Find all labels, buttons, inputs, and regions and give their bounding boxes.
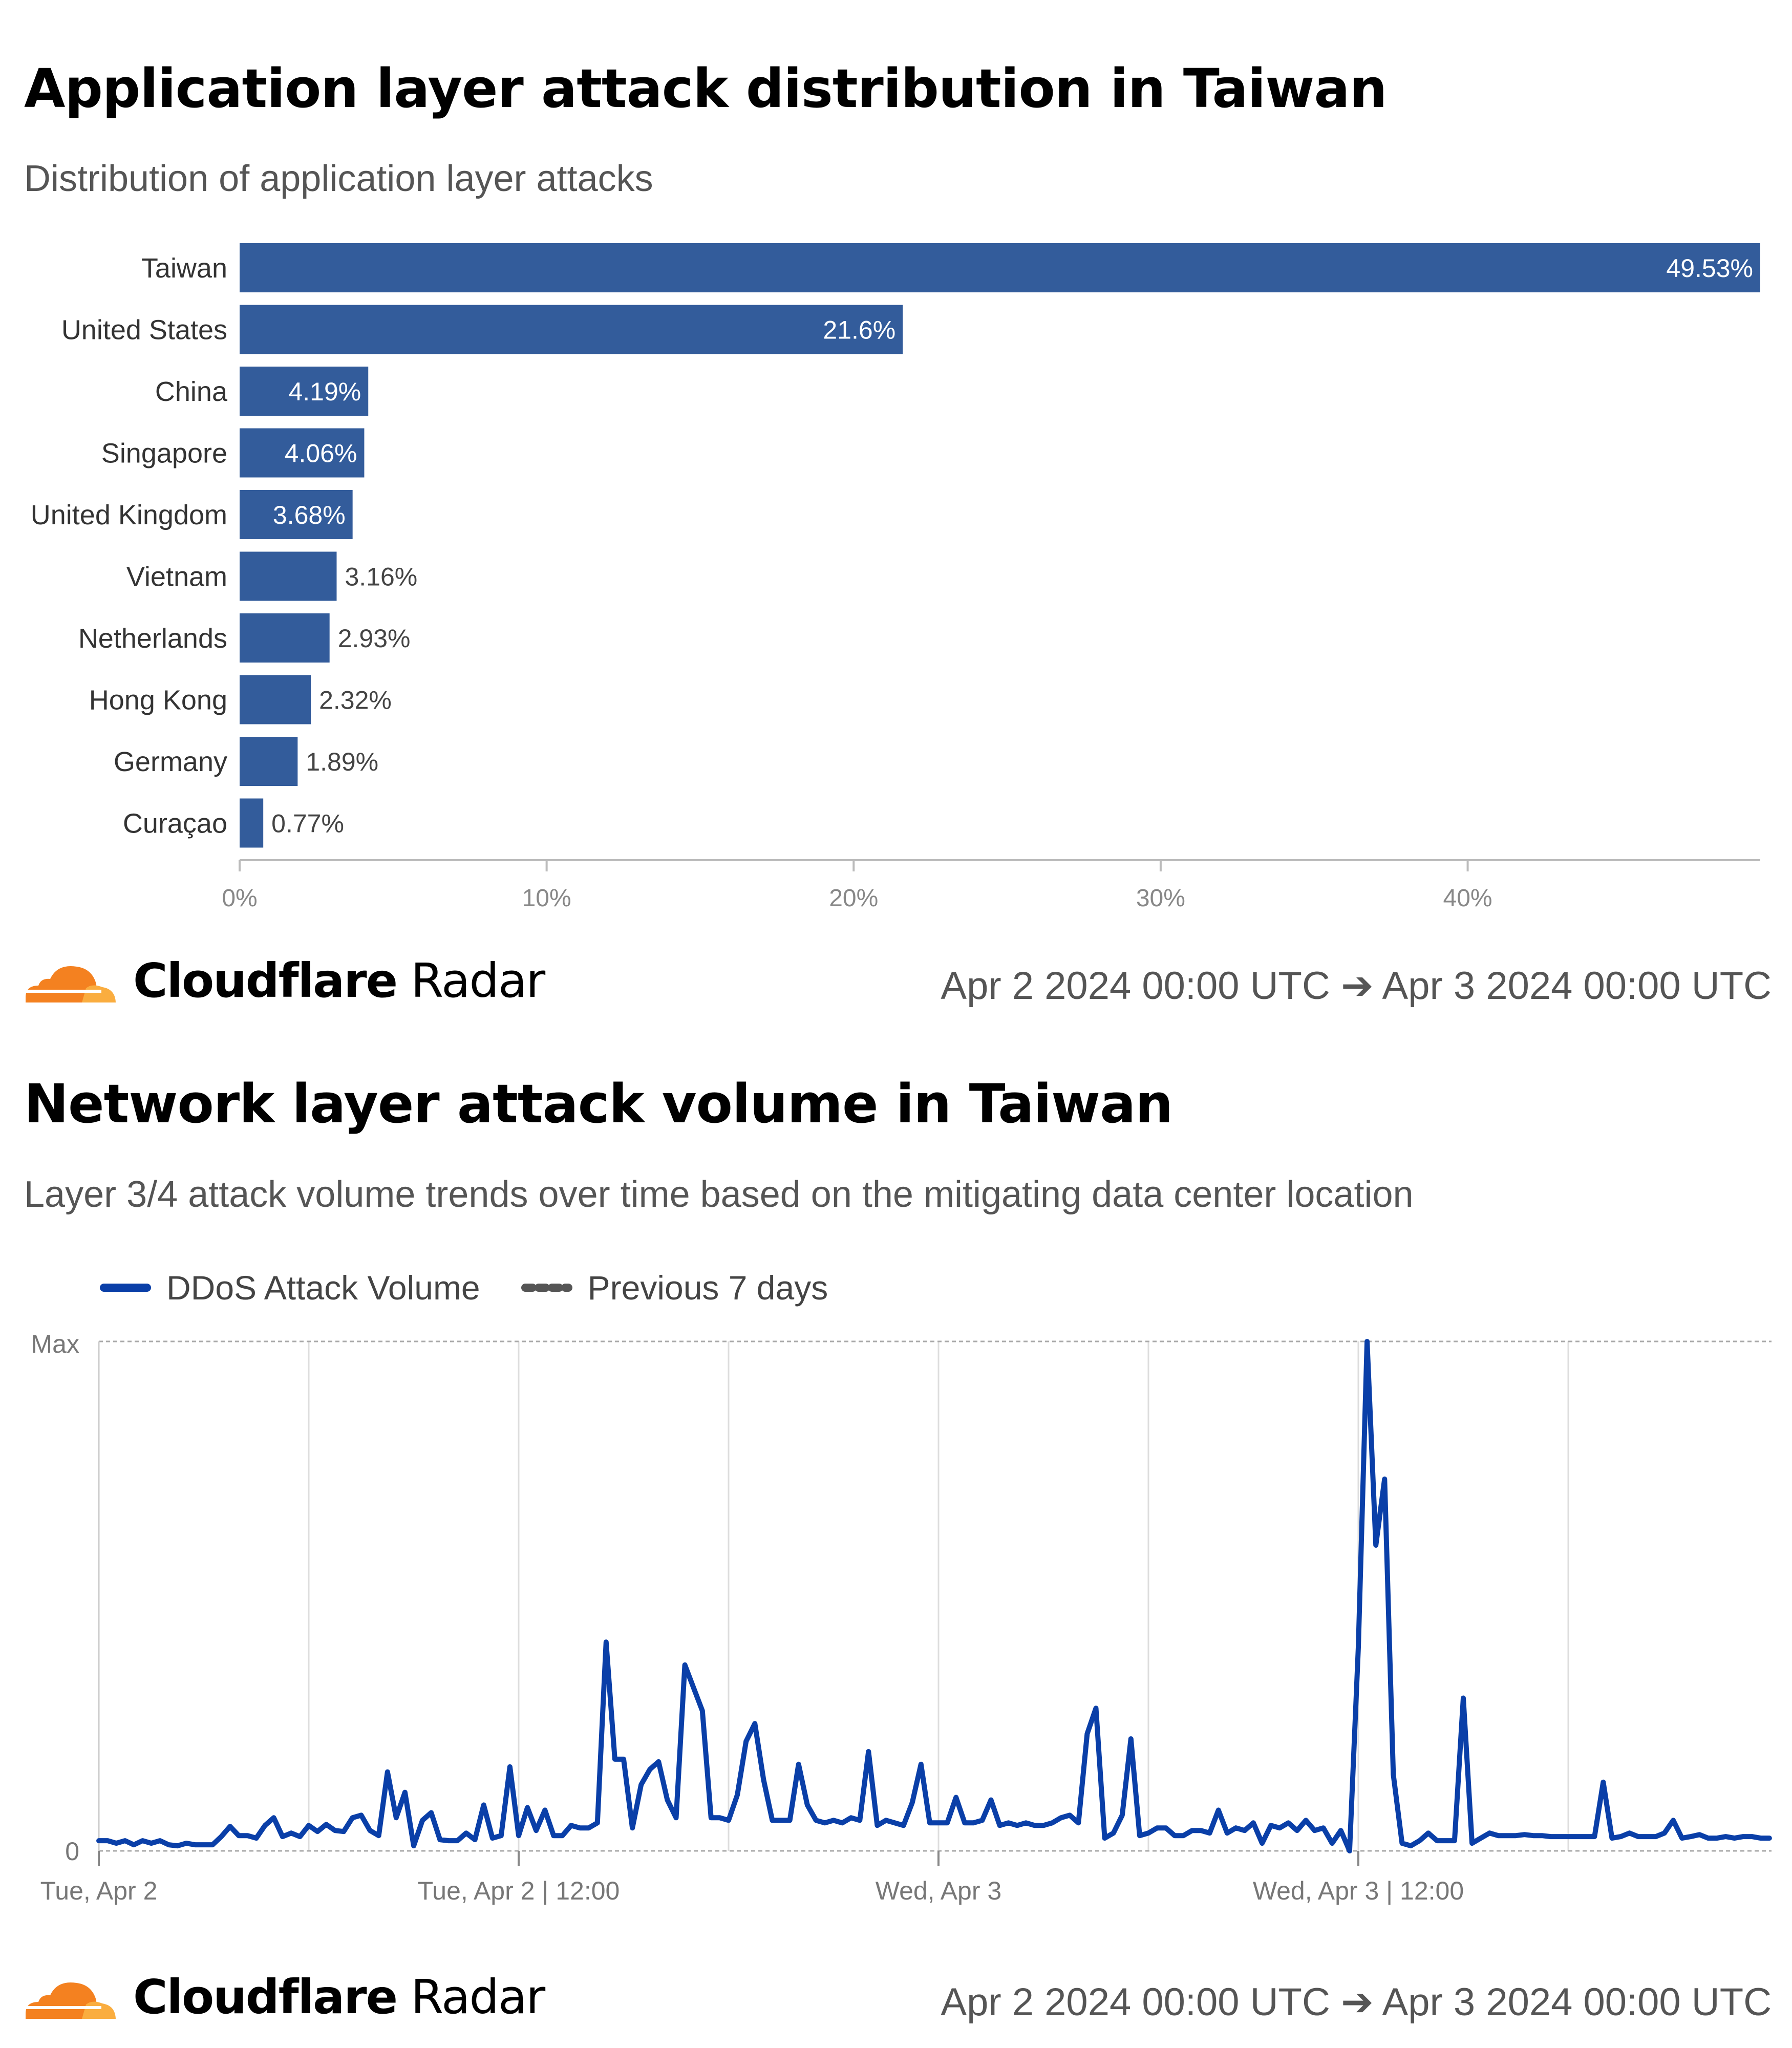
x-tick-label: Tue, Apr 2 | 12:00: [418, 1876, 620, 1905]
bar-8[interactable]: [240, 737, 298, 786]
legend-dashed-line-icon: [521, 1284, 572, 1292]
brand-name-light: Radar: [411, 1969, 545, 2024]
brand-name: Cloudflare Radar: [133, 1969, 545, 2024]
bar-value-label: 2.93%: [338, 624, 411, 653]
app-bar-chart: Taiwan 49.53% United States 21.6% China 4.19%…: [31, 243, 1760, 912]
net-chart-subtitle: Layer 3/4 attack volume trends over time…: [24, 1174, 1414, 1215]
bar-7[interactable]: [240, 675, 311, 724]
bar-5[interactable]: [240, 551, 337, 601]
bar-category-label: China: [155, 376, 228, 407]
bar-2[interactable]: [240, 367, 369, 416]
legend-item-previous[interactable]: Previous 7 days: [521, 1268, 828, 1307]
brand-name-bold: Cloudflare: [133, 953, 398, 1008]
x-tick-label: 30%: [1136, 885, 1185, 912]
bar-value-label: 1.89%: [306, 748, 378, 776]
bar-category-label: United States: [61, 315, 227, 346]
bar-4[interactable]: [240, 490, 353, 539]
x-tick-label: 40%: [1443, 885, 1492, 912]
series-line-ddos[interactable]: [96, 1339, 1772, 1853]
x-tick-label: Wed, Apr 3: [876, 1876, 1001, 1905]
cloudflare-logo-icon: [25, 966, 116, 1002]
x-tick-label: 20%: [829, 885, 878, 912]
legend-label-ddos: DDoS Attack Volume: [166, 1269, 480, 1307]
app-chart-title: Application layer attack distribution in…: [24, 57, 1388, 120]
bar-value-label: 2.32%: [319, 686, 392, 715]
brand-name-light: Radar: [411, 953, 545, 1008]
bar-category-label: Singapore: [101, 438, 227, 469]
y-label-zero: 0: [65, 1837, 79, 1866]
bar-category-label: Curaçao: [123, 808, 227, 839]
net-brand: Cloudflare Radar: [20, 1964, 545, 2030]
net-date-range: Apr 2 2024 00:00 UTC ➔ Apr 3 2024 00:00 …: [941, 1980, 1772, 2024]
bar-category-label: Netherlands: [78, 623, 227, 654]
legend-item-ddos[interactable]: DDoS Attack Volume: [100, 1268, 480, 1307]
bar-category-label: Vietnam: [126, 562, 227, 592]
y-label-max: Max: [31, 1330, 79, 1358]
bar-6[interactable]: [240, 613, 330, 663]
bar-value-label: 4.06%: [285, 439, 357, 468]
bar-value-label: 3.68%: [273, 501, 346, 529]
x-tick-label: 0%: [222, 885, 257, 912]
brand-name-bold: Cloudflare: [133, 1969, 398, 2024]
legend-solid-line-icon: [100, 1284, 151, 1292]
x-tick-label: 10%: [522, 885, 571, 912]
app-chart-subtitle: Distribution of application layer attack…: [24, 158, 653, 199]
bar-category-label: Germany: [114, 746, 227, 777]
bar-value-label: 49.53%: [1666, 254, 1753, 283]
bar-category-label: United Kingdom: [31, 500, 227, 530]
bar-value-label: 21.6%: [823, 316, 895, 345]
net-chart-title: Network layer attack volume in Taiwan: [24, 1073, 1173, 1135]
cloudflare-logo-icon: [25, 1982, 116, 2019]
bar-0[interactable]: [240, 243, 1760, 292]
net-chart-legend: DDoS Attack Volume Previous 7 days: [100, 1262, 869, 1313]
legend-label-previous: Previous 7 days: [587, 1269, 828, 1307]
x-tick-label: Tue, Apr 2: [40, 1876, 158, 1905]
net-line-chart: Max 0 Tue, Apr 2 Tue, Apr 2 | 12:00 Wed, Apr…: [31, 1330, 1772, 1905]
brand-name: Cloudflare Radar: [133, 953, 545, 1008]
bar-category-label: Hong Kong: [89, 685, 227, 716]
x-tick-label: Wed, Apr 3 | 12:00: [1253, 1876, 1464, 1905]
bar-category-label: Taiwan: [141, 253, 227, 284]
bar-value-label: 3.16%: [345, 563, 417, 591]
bar-value-label: 4.19%: [288, 377, 361, 406]
bar-9[interactable]: [240, 798, 264, 848]
app-brand: Cloudflare Radar: [20, 947, 545, 1014]
bar-1[interactable]: [240, 305, 903, 354]
bar-3[interactable]: [240, 428, 365, 478]
app-date-range: Apr 2 2024 00:00 UTC ➔ Apr 3 2024 00:00 …: [941, 964, 1772, 1008]
bar-value-label: 0.77%: [271, 809, 344, 838]
